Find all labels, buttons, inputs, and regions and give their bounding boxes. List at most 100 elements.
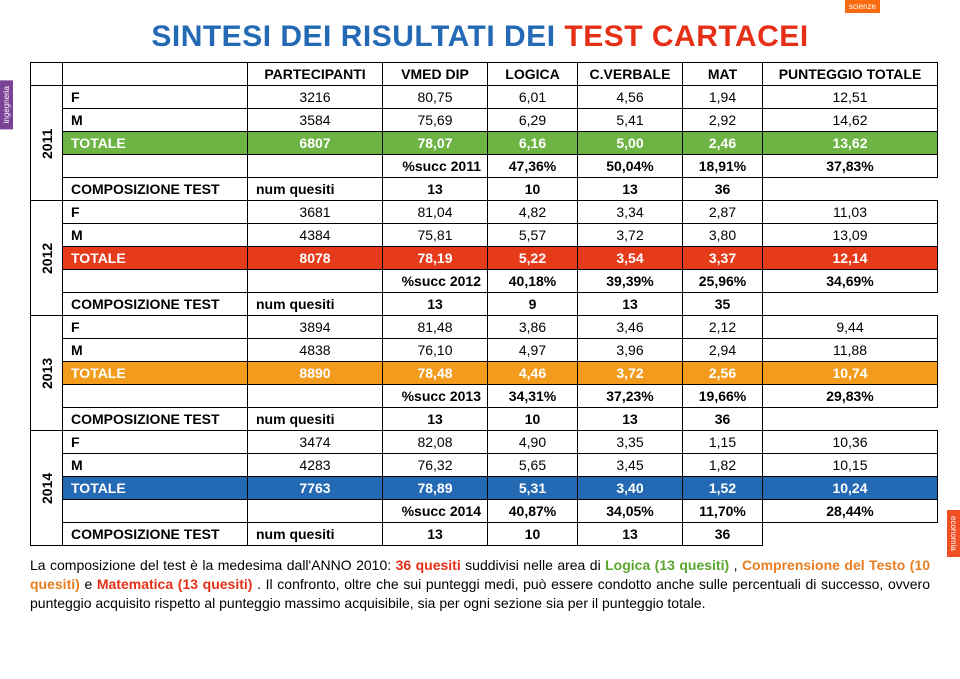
table-cell: 2,92	[683, 109, 763, 132]
table-cell: 6,01	[488, 86, 578, 109]
table-cell: 36	[683, 178, 763, 201]
table-row-succ: %succ 201147,36%50,04%18,91%37,83%	[31, 155, 938, 178]
table-cell-empty	[63, 155, 248, 178]
comp-label: COMPOSIZIONE TEST	[63, 408, 248, 431]
succ-label: %succ 2014	[383, 500, 488, 523]
table-cell: 12,14	[763, 247, 938, 270]
table-cell: 3,45	[578, 454, 683, 477]
row-label-totale: TOTALE	[63, 362, 248, 385]
table-cell: 25,96%	[683, 270, 763, 293]
footer-text: La composizione del test è la medesima d…	[30, 556, 930, 613]
year-cell: 2011	[31, 86, 63, 201]
table-row: M358475,696,295,412,9214,62	[31, 109, 938, 132]
succ-label: %succ 2011	[383, 155, 488, 178]
th-partecipanti: PARTECIPANTI	[248, 63, 383, 86]
table-cell: 81,04	[383, 201, 488, 224]
comp-label: COMPOSIZIONE TEST	[63, 523, 248, 546]
table-cell: 8890	[248, 362, 383, 385]
th-punteggio: PUNTEGGIO TOTALE	[763, 63, 938, 86]
row-label-f: F	[63, 316, 248, 339]
table-row: 2011F321680,756,014,561,9412,51	[31, 86, 938, 109]
table-cell: 29,83%	[763, 385, 938, 408]
table-cell: 3584	[248, 109, 383, 132]
table-cell: 34,05%	[578, 500, 683, 523]
row-label-totale: TOTALE	[63, 477, 248, 500]
table-cell: 3,35	[578, 431, 683, 454]
table-cell: 34,69%	[763, 270, 938, 293]
table-cell: 78,07	[383, 132, 488, 155]
table-cell: 5,65	[488, 454, 578, 477]
table-cell: 78,19	[383, 247, 488, 270]
table-row-succ: %succ 201440,87%34,05%11,70%28,44%	[31, 500, 938, 523]
table-cell: 3,37	[683, 247, 763, 270]
table-cell: 28,44%	[763, 500, 938, 523]
table-cell: 5,41	[578, 109, 683, 132]
results-table: PARTECIPANTI VMED DIP LOGICA C.VERBALE M…	[30, 62, 938, 546]
table-cell: 5,57	[488, 224, 578, 247]
table-cell: 13,09	[763, 224, 938, 247]
table-row-succ: %succ 201334,31%37,23%19,66%29,83%	[31, 385, 938, 408]
footer-seg-0: La composizione del test è la medesima d…	[30, 557, 396, 573]
comp-label: COMPOSIZIONE TEST	[63, 293, 248, 316]
table-cell: 6,29	[488, 109, 578, 132]
row-label-f: F	[63, 201, 248, 224]
table-cell: 3,34	[578, 201, 683, 224]
table-cell: 3,72	[578, 362, 683, 385]
table-cell: 18,91%	[683, 155, 763, 178]
table-cell: 10	[488, 408, 578, 431]
table-cell: 8078	[248, 247, 383, 270]
table-cell: 78,48	[383, 362, 488, 385]
th-verbale: C.VERBALE	[578, 63, 683, 86]
table-cell: 76,32	[383, 454, 488, 477]
table-cell: 50,04%	[578, 155, 683, 178]
footer-seg-4: ,	[734, 557, 742, 573]
table-row-total: TOTALE807878,195,223,543,3712,14	[31, 247, 938, 270]
numq-label: num quesiti	[248, 293, 383, 316]
table-cell: 2,56	[683, 362, 763, 385]
table-cell: 35	[683, 293, 763, 316]
table-row-succ: %succ 201240,18%39,39%25,96%34,69%	[31, 270, 938, 293]
row-label-m: M	[63, 109, 248, 132]
table-cell: 13,62	[763, 132, 938, 155]
title-part-1: SINTESI DEI RISULTATI DEI	[151, 20, 555, 53]
row-label-m: M	[63, 224, 248, 247]
table-cell: 4,97	[488, 339, 578, 362]
table-cell: 37,23%	[578, 385, 683, 408]
row-label-f: F	[63, 431, 248, 454]
row-label-f: F	[63, 86, 248, 109]
table-cell: 10	[488, 178, 578, 201]
table-cell: 4,56	[578, 86, 683, 109]
table-cell: 13	[578, 523, 683, 546]
table-row: 2013F389481,483,863,462,129,44	[31, 316, 938, 339]
table-cell-empty	[248, 270, 383, 293]
table-row-total: TOTALE680778,076,165,002,4613,62	[31, 132, 938, 155]
table-cell: 37,83%	[763, 155, 938, 178]
footer-seg-3: Logica (13 quesiti)	[605, 557, 729, 573]
table-cell: 3,40	[578, 477, 683, 500]
table-cell-empty	[63, 500, 248, 523]
table-cell: 40,18%	[488, 270, 578, 293]
table-cell-empty	[248, 155, 383, 178]
row-label-totale: TOTALE	[63, 247, 248, 270]
table-cell: 13	[578, 178, 683, 201]
row-label-totale: TOTALE	[63, 132, 248, 155]
table-cell: 4283	[248, 454, 383, 477]
footer-seg-7: Matematica (13 quesiti)	[97, 576, 253, 592]
table-cell: 36	[683, 408, 763, 431]
table-row: M483876,104,973,962,9411,88	[31, 339, 938, 362]
table-cell: 80,75	[383, 86, 488, 109]
table-cell: 9	[488, 293, 578, 316]
table-cell: 9,44	[763, 316, 938, 339]
table-cell: 1,94	[683, 86, 763, 109]
table-cell: 40,87%	[488, 500, 578, 523]
table-cell: 3681	[248, 201, 383, 224]
table-cell: 36	[683, 523, 763, 546]
table-cell: 1,15	[683, 431, 763, 454]
table-cell: 2,46	[683, 132, 763, 155]
th-blank1	[31, 63, 63, 86]
table-cell-empty	[63, 385, 248, 408]
title-part-2: TEST CARTACEI	[564, 20, 808, 53]
table-cell-empty	[248, 500, 383, 523]
comp-label: COMPOSIZIONE TEST	[63, 178, 248, 201]
table-cell: 3474	[248, 431, 383, 454]
